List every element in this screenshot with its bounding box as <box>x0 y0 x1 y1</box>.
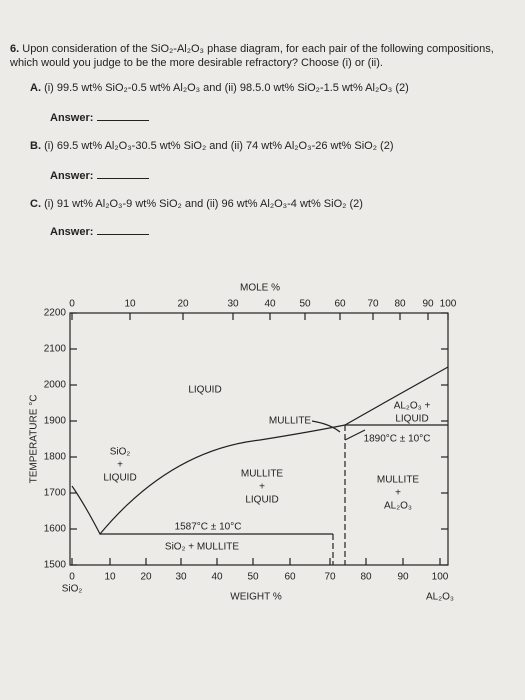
y-tick-label: 2200 <box>44 308 67 319</box>
region-label: MULLITE <box>377 475 420 486</box>
part-text: (i) 99.5 wt% SiO₂-0.5 wt% Al₂O₃ and (ii)… <box>44 82 409 94</box>
x-tick-label: 30 <box>175 572 187 583</box>
x-tick-label: 80 <box>360 572 372 583</box>
y-tick-label: 1800 <box>44 452 67 463</box>
top-tick-label: 80 <box>394 299 406 310</box>
y-tick-label: 1900 <box>44 416 67 427</box>
x-tick-label: 50 <box>247 572 259 583</box>
top-tick-label: 100 <box>440 299 457 310</box>
region-label: 1587°C ± 10°C <box>175 522 242 533</box>
top-tick-label: 90 <box>422 299 434 310</box>
answer-blank[interactable] <box>97 178 150 179</box>
top-tick-label: 20 <box>177 299 189 310</box>
frame <box>69 312 449 566</box>
top-tick-label: 30 <box>227 299 239 310</box>
region-label: AL₂O₃ <box>384 501 412 512</box>
top-tick-label: 0 <box>69 299 75 310</box>
region-label: MULLITE <box>269 416 312 427</box>
x-right-end: AL₂O₃ <box>426 592 454 603</box>
part-letter: B. <box>30 140 41 152</box>
y-tick-label: 1700 <box>44 488 67 499</box>
x-tick-label: 70 <box>324 572 336 583</box>
part: A. (i) 99.5 wt% SiO₂-0.5 wt% Al₂O₃ and (… <box>30 82 409 94</box>
x-tick-label: 10 <box>104 572 116 583</box>
y-axis-title: TEMPERATURE °C <box>29 395 40 484</box>
answer-label: Answer: <box>50 170 94 182</box>
y-tick-label: 1500 <box>44 560 67 571</box>
part: B. (i) 69.5 wt% Al₂O₃-30.5 wt% SiO₂ and … <box>30 140 393 152</box>
question-text: Upon consideration of the SiO₂-Al₂O₃ pha… <box>10 43 494 69</box>
answer: Answer: <box>50 226 150 238</box>
top-tick-label: 40 <box>264 299 276 310</box>
region-label: 1890°C ± 10°C <box>364 434 431 445</box>
x-axis-title: WEIGHT % <box>230 592 282 603</box>
x-tick-label: 40 <box>211 572 223 583</box>
region-label: SiO₂ + MULLITE <box>165 542 240 553</box>
arrow <box>311 420 341 433</box>
top-tick-label: 10 <box>124 299 136 310</box>
region-label: MULLITE <box>241 469 284 480</box>
liquidus <box>71 366 449 536</box>
answer: Answer: <box>50 112 150 124</box>
top-tick-label: 70 <box>367 299 379 310</box>
mullite-bounds <box>332 425 346 565</box>
arrow <box>344 429 366 441</box>
top-tick-label: 60 <box>334 299 346 310</box>
x-tick-label: 60 <box>284 572 296 583</box>
answer-label: Answer: <box>50 226 94 238</box>
answer-label: Answer: <box>50 112 94 124</box>
region-label: LIQUID <box>103 473 136 484</box>
part: C. (i) 91 wt% Al₂O₃-9 wt% SiO₂ and (ii) … <box>30 198 363 210</box>
region-label: + <box>395 488 401 499</box>
y-tick-label: 1600 <box>44 524 67 535</box>
top-tick-label: 50 <box>299 299 311 310</box>
region-label: + <box>259 482 265 493</box>
region-label: AL₂O₃ + <box>394 401 431 412</box>
question: 6. Upon consideration of the SiO₂-Al₂O₃ … <box>10 42 515 70</box>
region-label: + <box>117 460 123 471</box>
region-label: LIQUID <box>395 414 428 425</box>
part-letter: C. <box>30 198 41 210</box>
y-tick-label: 2100 <box>44 344 67 355</box>
part-text: (i) 91 wt% Al₂O₃-9 wt% SiO₂ and (ii) 96 … <box>44 198 363 210</box>
x-tick-label: 20 <box>140 572 152 583</box>
part-letter: A. <box>30 82 41 94</box>
region-label: SiO₂ <box>110 447 131 458</box>
answer-blank[interactable] <box>97 120 150 121</box>
question-number: 6. <box>10 43 20 55</box>
y-tick-label: 2000 <box>44 380 67 391</box>
x-left-end: SiO₂ <box>62 584 83 595</box>
region-label: LIQUID <box>188 385 221 396</box>
x-tick-label: 100 <box>432 572 449 583</box>
x-tick-label: 0 <box>69 572 75 583</box>
answer-blank[interactable] <box>97 234 150 235</box>
answer: Answer: <box>50 170 150 182</box>
x-tick-label: 90 <box>397 572 409 583</box>
top-axis-title: MOLE % <box>240 283 280 294</box>
part-text: (i) 69.5 wt% Al₂O₃-30.5 wt% SiO₂ and (ii… <box>44 140 394 152</box>
region-label: LIQUID <box>245 495 278 506</box>
